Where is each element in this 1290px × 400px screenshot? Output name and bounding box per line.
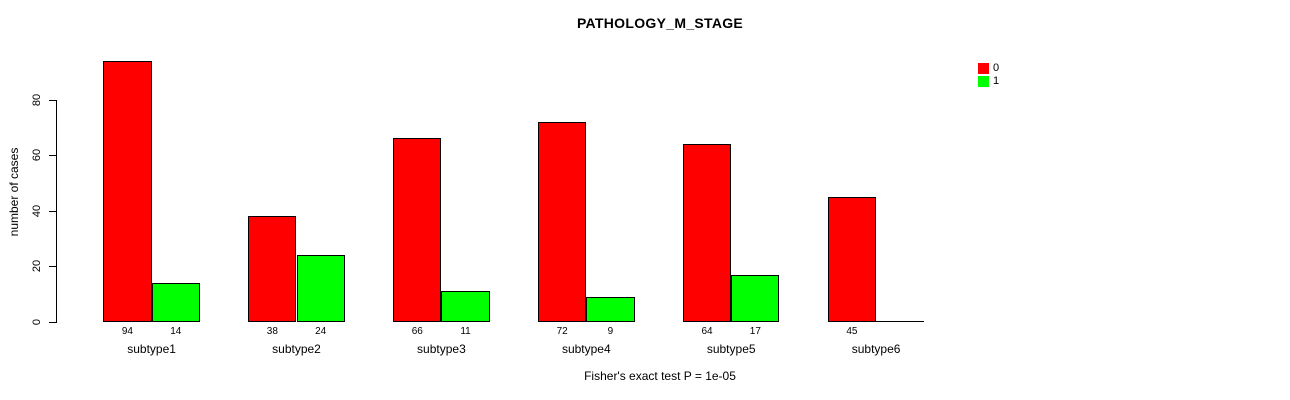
y-axis-tick xyxy=(49,99,56,101)
bar-0-subtype1 xyxy=(103,60,152,322)
bar-1-subtype6 xyxy=(876,321,925,322)
bar-count-label: 66 xyxy=(411,326,423,337)
y-axis-tick-label: 0 xyxy=(31,318,43,326)
legend-item-1: 1 xyxy=(978,75,999,88)
legend-item-0: 0 xyxy=(978,62,999,75)
bar-0-subtype3 xyxy=(393,138,442,322)
bar-1-subtype1 xyxy=(151,283,200,322)
legend: 0 1 xyxy=(978,62,999,88)
bar-count-label: 24 xyxy=(315,326,327,337)
bar-0-subtype4 xyxy=(538,121,587,322)
bar-1-subtype3 xyxy=(441,291,490,322)
bar-count-label: 94 xyxy=(121,326,133,337)
category-label-subtype4: subtype4 xyxy=(561,342,611,356)
category-label-subtype5: subtype5 xyxy=(706,342,756,356)
bar-count-label: 9 xyxy=(607,326,614,337)
legend-swatch-red xyxy=(978,63,989,74)
bar-count-label: 14 xyxy=(170,326,182,337)
legend-label-0: 0 xyxy=(993,62,1000,74)
category-label-subtype2: subtype2 xyxy=(272,342,321,356)
bar-count-label: 72 xyxy=(556,326,568,337)
y-axis-tick-label: 20 xyxy=(31,260,43,273)
y-axis-tick-label: 60 xyxy=(31,149,43,162)
bar-1-subtype2 xyxy=(296,255,345,322)
chart-title: PATHOLOGY_M_STAGE xyxy=(576,15,744,31)
bar-count-label: 45 xyxy=(846,326,858,337)
bar-1-subtype4 xyxy=(586,296,635,322)
footnote-text: Fisher's exact test P = 1e-05 xyxy=(584,369,736,383)
y-axis-tick xyxy=(49,322,56,323)
bar-count-label: 38 xyxy=(266,326,278,337)
y-axis-tick-label: 40 xyxy=(31,204,43,217)
y-axis-tick-label: 80 xyxy=(31,93,43,106)
bar-count-label: 64 xyxy=(701,326,713,337)
bar-0-subtype6 xyxy=(827,196,877,322)
bar-count-label: 17 xyxy=(749,326,761,337)
bar-1-subtype5 xyxy=(731,274,780,322)
y-axis-tick xyxy=(49,266,56,268)
y-axis-tick xyxy=(49,155,56,157)
bar-0-subtype2 xyxy=(248,216,297,322)
category-label-subtype6: subtype6 xyxy=(851,342,901,356)
y-axis-line xyxy=(56,99,57,323)
bar-0-subtype5 xyxy=(682,144,732,322)
legend-swatch-green xyxy=(978,76,989,87)
legend-label-1: 1 xyxy=(993,75,1000,87)
bar-count-label: 11 xyxy=(460,326,471,337)
y-axis-tick xyxy=(49,210,56,212)
category-label-subtype1: subtype1 xyxy=(127,342,176,356)
y-axis-title: number of cases xyxy=(7,147,21,237)
category-label-subtype3: subtype3 xyxy=(417,342,466,356)
